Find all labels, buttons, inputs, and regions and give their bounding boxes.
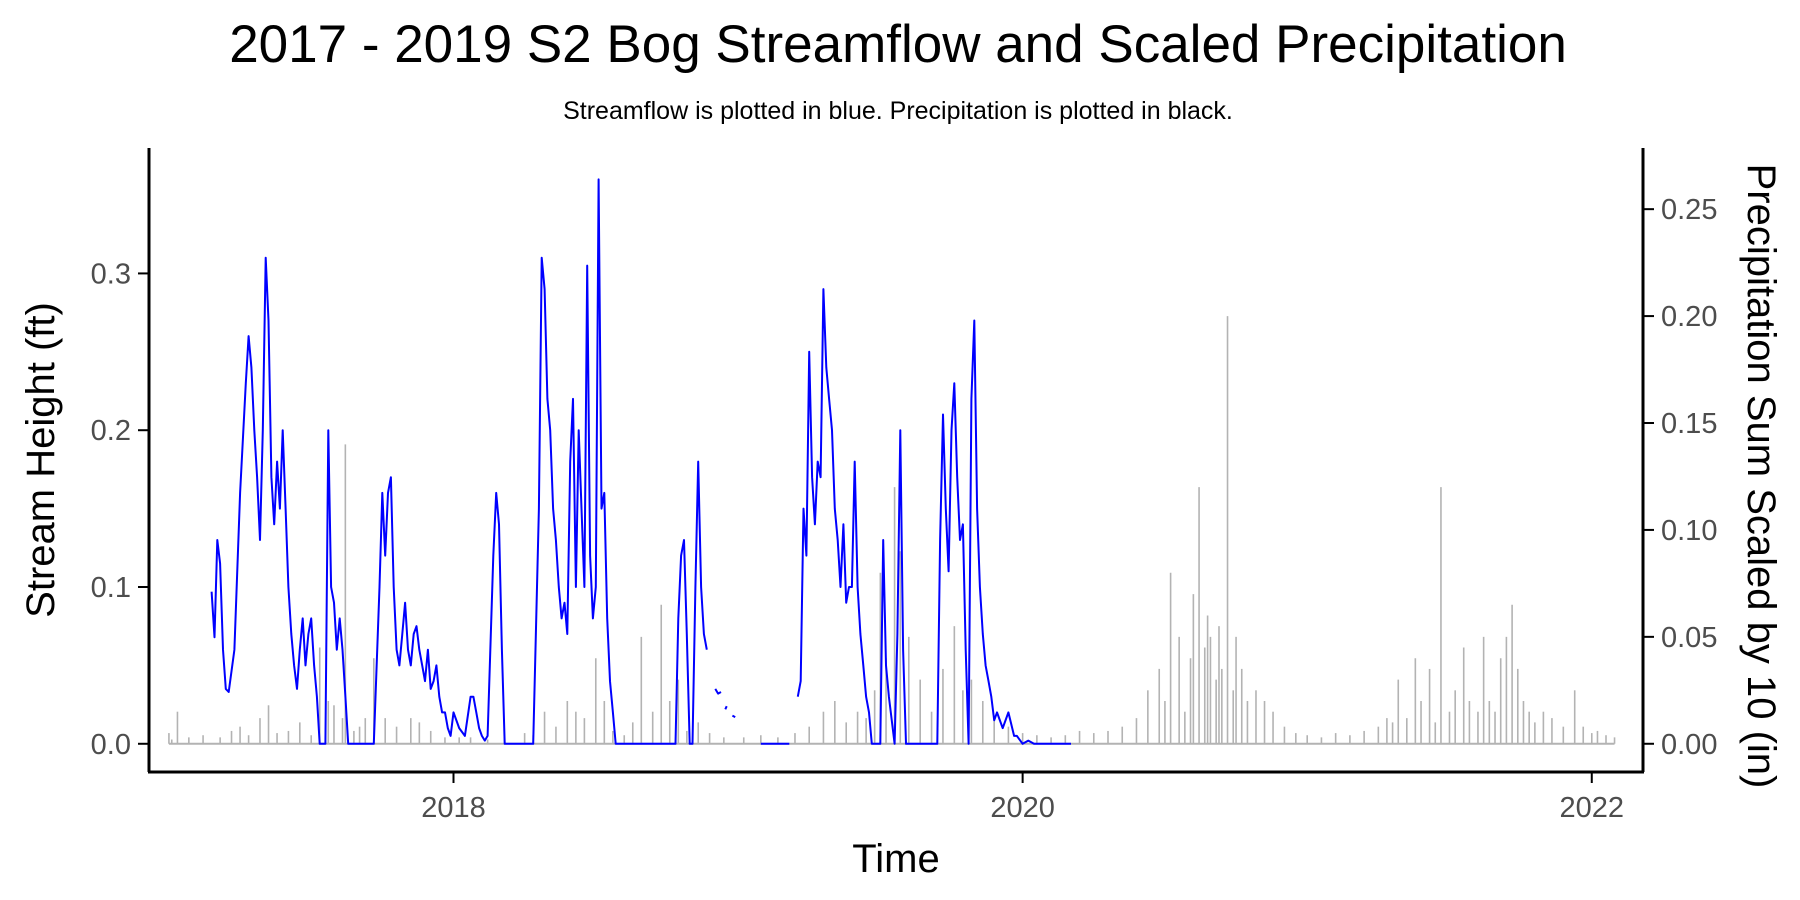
y-tick-label: 0.2 <box>91 415 131 447</box>
y2-axis-ticks: 0.00 0.05 0.10 0.15 0.20 0.25 <box>1643 194 1717 761</box>
y-tick-label: 0.3 <box>91 258 131 290</box>
streamflow-series <box>210 178 1071 745</box>
y2-axis-title: Precipitation Sum Scaled by 10 (in) <box>1739 164 1783 789</box>
chart-subtitle: Streamflow is plotted in blue. Precipita… <box>563 97 1233 125</box>
y-tick-label: 0.1 <box>91 572 131 604</box>
y-axis-ticks: 0.0 0.1 0.2 0.3 <box>91 258 149 761</box>
x-tick-label: 2020 <box>990 792 1055 824</box>
precipitation-series <box>168 316 1616 745</box>
streamflow-line <box>796 288 1071 745</box>
y2-tick-label: 0.20 <box>1661 301 1717 333</box>
x-axis-title: Time <box>852 837 939 881</box>
streamflow-line <box>210 178 708 745</box>
streamflow-line <box>714 688 722 695</box>
x-tick-label: 2022 <box>1560 792 1625 824</box>
y2-tick-label: 0.15 <box>1661 408 1717 440</box>
x-tick-label: 2018 <box>421 792 486 824</box>
y2-tick-label: 0.05 <box>1661 622 1717 654</box>
plot-area <box>168 178 1616 745</box>
y-tick-label: 0.0 <box>91 729 131 761</box>
y-axis-title: Stream Height (ft) <box>19 302 63 618</box>
x-axis-ticks: 2018 2020 2022 <box>421 772 1624 824</box>
streamflow-line <box>731 714 736 718</box>
y2-tick-label: 0.10 <box>1661 515 1717 547</box>
chart-title: 2017 - 2019 S2 Bog Streamflow and Scaled… <box>229 15 1567 74</box>
y2-tick-label: 0.25 <box>1661 194 1717 226</box>
streamflow-line <box>724 705 728 710</box>
y2-tick-label: 0.00 <box>1661 729 1717 761</box>
